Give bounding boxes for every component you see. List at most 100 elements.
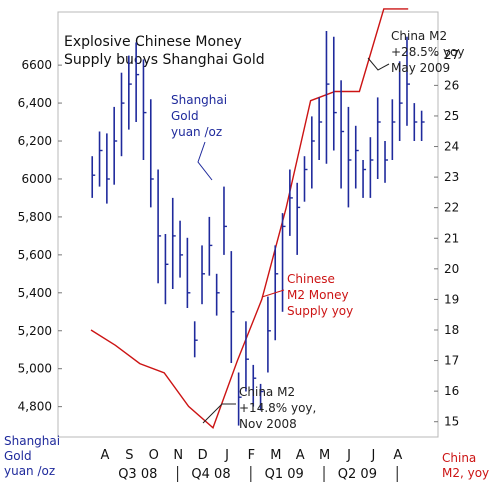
annotation-line: Gold	[171, 109, 199, 123]
right-axis-tick-label: 16	[444, 384, 459, 398]
quarter-axis: Q3 08 Q4 08 Q1 09 Q2 09	[118, 466, 398, 482]
left-axis-tick-label: 5,600	[18, 248, 52, 262]
annotation-m2-low: China M2 +14.8% yoy, Nov 2008	[239, 385, 316, 431]
annotation-gold-pointer	[197, 141, 213, 181]
gold-bar	[303, 156, 308, 202]
gold-bar	[179, 220, 184, 278]
gold-bar	[230, 251, 235, 363]
gold-bar	[340, 80, 345, 189]
left-axis-tick-label: 5,000	[18, 362, 52, 376]
right-axis-label-line: China	[442, 451, 476, 465]
right-axis-tick-label: 25	[444, 109, 459, 123]
left-axis-tick-label: 6000	[21, 172, 52, 186]
gold-bar	[413, 103, 418, 141]
left-axis-tick-label: 5,400	[18, 286, 52, 300]
gold-bar	[223, 186, 227, 255]
right-axis-tick-label: 19	[444, 292, 459, 306]
chart-subtitle: Supply buoys Shanghai Gold	[64, 52, 265, 68]
gold-bar	[369, 137, 374, 198]
gold-bar	[406, 36, 410, 126]
left-axis-tick-label: 5,200	[18, 324, 52, 338]
month-label: A	[101, 448, 110, 463]
annotation-line: yuan /oz	[171, 125, 222, 139]
gold-bar	[384, 141, 389, 183]
plot-frame	[57, 11, 439, 438]
gold-bar	[362, 160, 367, 198]
m2-line	[90, 8, 409, 430]
gold-bar	[208, 216, 213, 276]
gold-bar	[120, 72, 125, 157]
gold-bar	[267, 296, 271, 373]
right-axis-tick-label: 26	[444, 78, 459, 92]
right-axis-tick-label: 24	[444, 140, 459, 154]
gold-bar	[252, 364, 257, 407]
gold-bar	[347, 106, 352, 208]
annotation-line: +14.8% yoy,	[239, 401, 316, 415]
gold-bar	[113, 106, 118, 185]
month-label: J	[224, 448, 229, 463]
gold-bar	[398, 61, 403, 141]
left-axis-tick-label: 4,800	[18, 400, 52, 414]
gold-bar	[391, 99, 396, 160]
gold-bar	[215, 273, 220, 316]
month-label: O	[149, 448, 159, 463]
gold-bar	[318, 97, 323, 160]
gold-bar	[259, 383, 264, 411]
quarter-label: Q2 09	[338, 467, 377, 482]
gold-series	[91, 31, 425, 426]
month-label: A	[393, 448, 402, 463]
right-axis-tick-label: 21	[444, 231, 459, 245]
left-axis-label-line: Gold	[4, 449, 32, 463]
gold-bar	[157, 169, 162, 284]
m2-series	[90, 8, 409, 430]
gold-bar	[149, 99, 154, 208]
quarter-label: Q1 09	[265, 467, 304, 482]
left-axis-ticks: 6600 6,400 6,200 6000 5,800 5,600 5,400 5,200 5,…	[18, 58, 62, 414]
gold-bar	[98, 131, 103, 187]
gold-bar	[164, 234, 169, 305]
gold-bar	[325, 31, 330, 164]
left-axis-tick-label: 5,800	[18, 210, 52, 224]
gold-bar	[354, 125, 359, 189]
month-label: M	[319, 448, 330, 463]
gold-bar	[91, 156, 96, 198]
annotation-line: M2 Money	[287, 288, 349, 302]
right-axis-label: China M2, yoy	[442, 451, 489, 480]
right-axis-tick-label: 18	[444, 323, 459, 337]
annotation-line: Shanghai	[171, 93, 227, 107]
annotation-m2-pointer	[261, 289, 285, 298]
right-axis-tick-label: 15	[444, 415, 459, 429]
annotation-line: China M2	[239, 385, 295, 399]
gold-bar	[281, 213, 286, 312]
gold-bar	[193, 321, 198, 358]
gold-bar	[186, 237, 191, 308]
annotation-line: Nov 2008	[239, 417, 297, 431]
gold-bar	[142, 59, 147, 160]
annotation-line: +28.5% yoy	[391, 45, 465, 59]
quarter-label: Q4 08	[191, 467, 230, 482]
annotation-line: Supply yoy	[287, 304, 353, 318]
left-axis-tick-label: 6,400	[18, 96, 52, 110]
annotation-m2-high: China M2 +28.5% yoy May 2009	[391, 29, 465, 75]
chart-title: Explosive Chinese Money	[64, 34, 242, 50]
gold-bar	[376, 97, 381, 179]
gold-bar	[135, 42, 140, 122]
month-label: D	[198, 448, 208, 463]
right-axis-label-line: M2, yoy	[442, 466, 489, 480]
annotation-m2-low-pointer	[202, 403, 236, 424]
gold-bar	[332, 36, 337, 151]
month-label: A	[296, 448, 305, 463]
gold-bar	[289, 169, 293, 236]
annotation-m2: Chinese M2 Money Supply yoy	[287, 272, 353, 318]
left-axis-tick-label: 6,200	[18, 134, 52, 148]
right-axis-ticks: 27 26 25 24 23 22 21 20 19 18 17 16 15	[434, 48, 459, 429]
left-axis-label-line: Shanghai	[4, 434, 60, 448]
gold-bar	[311, 116, 315, 189]
annotation-line: May 2009	[391, 61, 450, 75]
gold-bar	[201, 245, 206, 305]
annotation-gold: Shanghai Gold yuan /oz	[171, 93, 227, 139]
annotation-line: China M2	[391, 29, 447, 43]
gold-bar	[296, 182, 301, 255]
